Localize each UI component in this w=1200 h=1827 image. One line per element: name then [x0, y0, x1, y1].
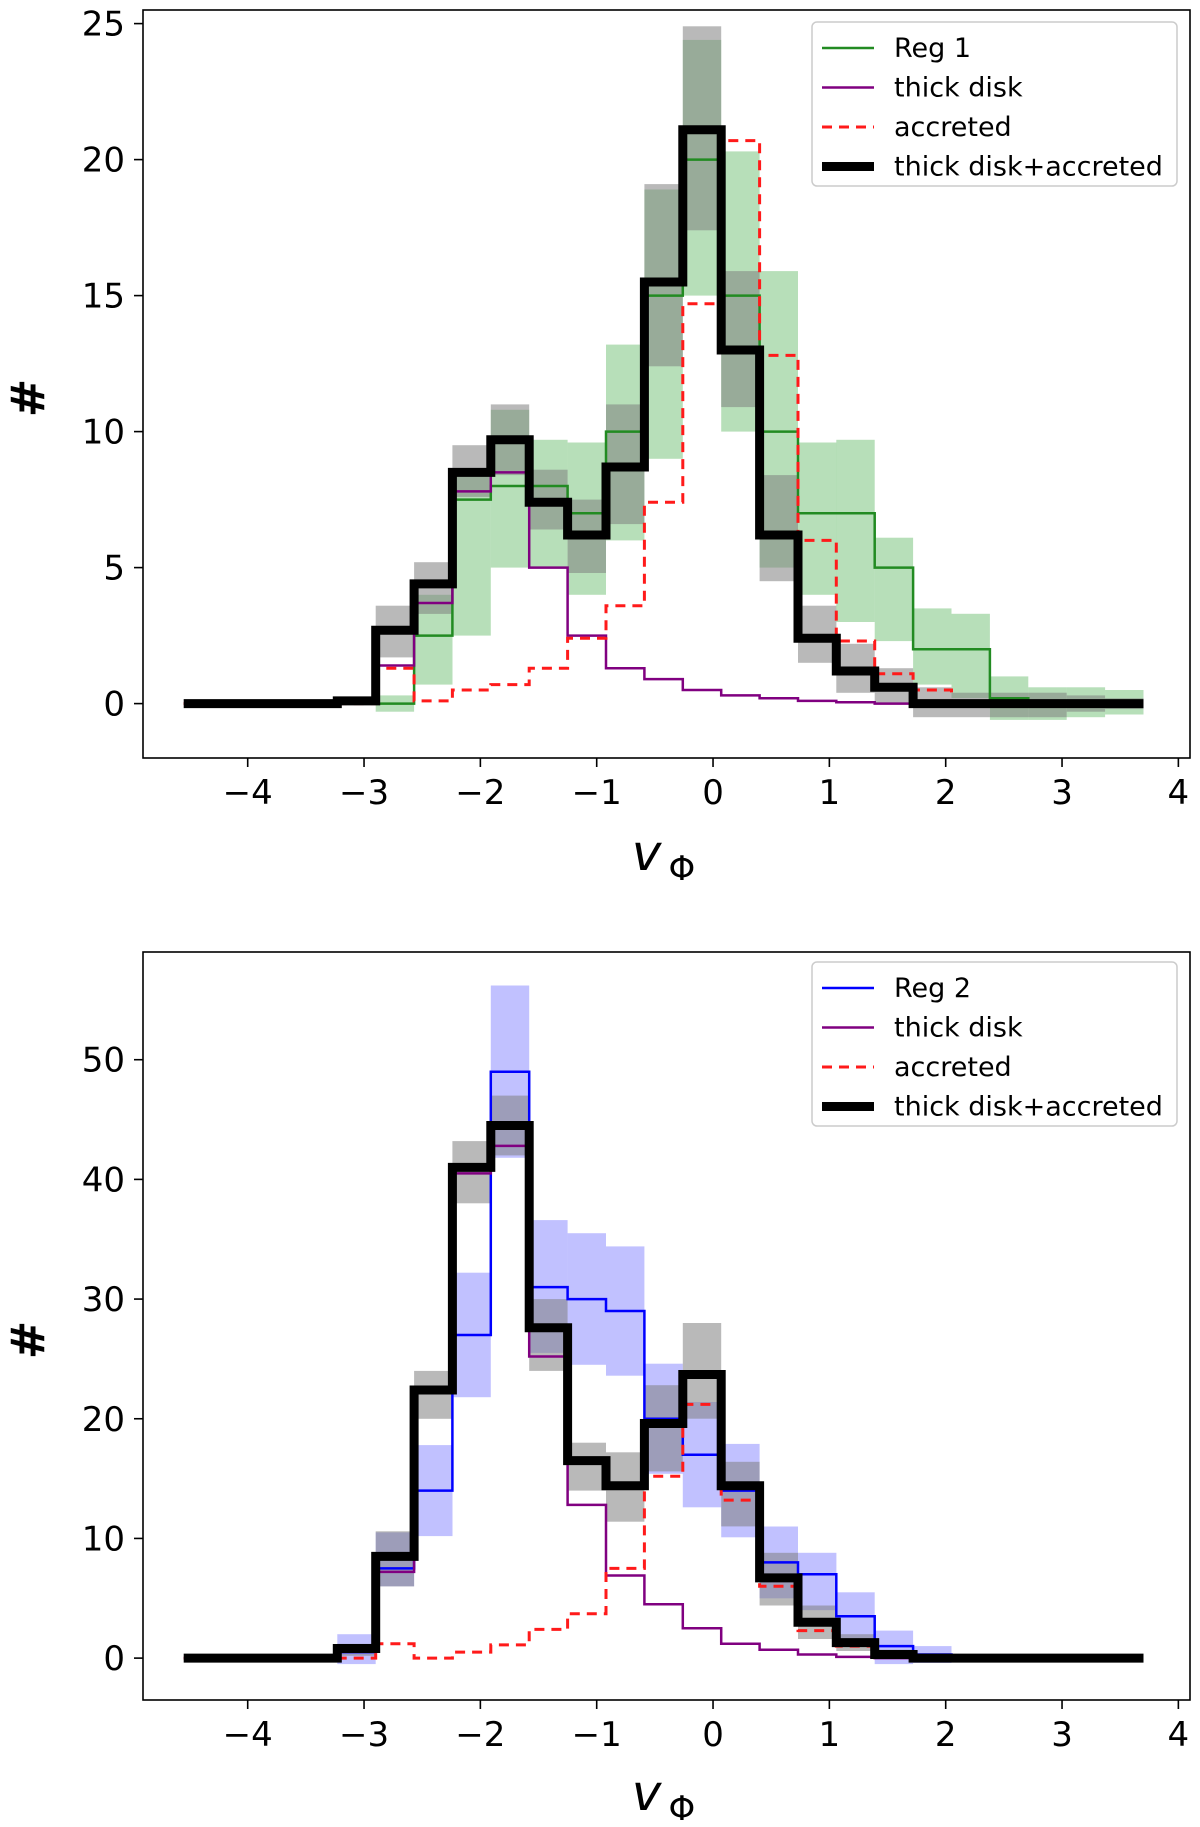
- x-axis-label: v: [632, 824, 663, 882]
- band-thick-disk-accreted-bin-15: [759, 475, 798, 582]
- series-line-accreted: [183, 139, 1144, 706]
- legend-label: thick disk: [894, 1013, 1023, 1044]
- x-tick-label: 0: [702, 1715, 724, 1755]
- x-tick-label: −2: [455, 773, 505, 813]
- y-axis-label: #: [1, 379, 55, 418]
- x-tick-label: 2: [935, 773, 957, 813]
- x-tick-label: 2: [935, 1715, 957, 1755]
- x-axis-label-subscript: Φ: [669, 849, 696, 889]
- x-tick-label: 4: [1168, 1715, 1190, 1755]
- y-tick-label: 25: [82, 5, 125, 45]
- x-tick-label: 3: [1051, 773, 1073, 813]
- legend-label: accreted: [894, 112, 1012, 143]
- legend-frame: [811, 21, 1178, 187]
- legend-label: thick disk+accreted: [894, 1092, 1163, 1123]
- y-tick-label: 50: [82, 1041, 125, 1081]
- x-tick-label: −4: [223, 1715, 273, 1755]
- x-tick-label: 4: [1168, 773, 1190, 813]
- band-reg-1-bin-20: [951, 613, 990, 699]
- plot-frame: [142, 951, 1191, 1701]
- band-thick-disk-accreted-bin-12: [644, 1385, 683, 1472]
- series-line-thick-disk-accreted: [183, 125, 1144, 709]
- y-axis-label: #: [1, 1321, 55, 1360]
- legend-label: thick disk: [894, 73, 1023, 104]
- band-thick-disk-accreted-bin-9: [529, 1299, 568, 1371]
- y-tick-label: 15: [82, 277, 125, 317]
- legend-label: Reg 1: [894, 33, 971, 64]
- band-thick-disk-accreted-bin-12: [644, 184, 683, 367]
- y-tick-label: 10: [82, 1519, 125, 1559]
- x-tick-label: −1: [572, 773, 622, 813]
- band-reg-1-bin-16: [798, 442, 837, 595]
- y-tick-label: 0: [103, 685, 125, 725]
- legend: Reg 1 thick disk accreted thick disk+accret…: [811, 21, 1178, 187]
- series-lines: [183, 125, 1144, 709]
- y-tick-label: 20: [82, 141, 125, 181]
- band-thick-disk-accreted-bin-6: [414, 1370, 453, 1419]
- x-tick-label: 0: [702, 773, 724, 813]
- band-reg-1-bin-17: [836, 439, 875, 622]
- plot-frame: [142, 9, 1191, 759]
- x-tick-label: −3: [339, 1715, 389, 1755]
- band-thick-disk-accreted-bin-14: [721, 271, 760, 408]
- x-tick-label: −3: [339, 773, 389, 813]
- y-tick-label: 20: [82, 1400, 125, 1440]
- series-line-thick-disk-accreted: [183, 1121, 1144, 1663]
- legend-frame: [811, 961, 1178, 1127]
- y-tick-label: 10: [82, 413, 125, 453]
- x-tick-label: −4: [223, 773, 273, 813]
- band-thick-disk-accreted-bin-10: [567, 1442, 606, 1491]
- x-tick-label: 3: [1051, 1715, 1073, 1755]
- band-thick-disk-accreted-bin-14: [721, 1461, 760, 1527]
- x-tick-label: −2: [455, 1715, 505, 1755]
- legend-label: thick disk+accreted: [894, 152, 1163, 183]
- y-tick-label: 40: [82, 1160, 125, 1200]
- legend-label: Reg 2: [894, 973, 971, 1004]
- x-axis-label: v: [632, 1764, 663, 1822]
- y-tick-label: 0: [103, 1639, 125, 1679]
- legend-label: accreted: [894, 1052, 1012, 1083]
- x-tick-label: 1: [819, 1715, 841, 1755]
- axes: −4 −3 −2 −1 0 1 2 3 4 0 5 10 15 20 25 # v Φ: [1, 5, 1191, 889]
- top-histogram-panel: −4 −3 −2 −1 0 1 2 3 4 0 5 10 15 20 25 # v Φ Reg 1 thick di…: [1, 5, 1191, 889]
- series-line-thick-disk: [183, 471, 1144, 705]
- x-axis-label-subscript: Φ: [669, 1789, 696, 1827]
- x-tick-label: −1: [572, 1715, 622, 1755]
- band-reg-1-bin-19: [913, 608, 952, 685]
- band-reg-1-bin-18: [874, 537, 914, 642]
- y-tick-label: 5: [103, 549, 125, 589]
- x-tick-label: 1: [819, 773, 841, 813]
- legend: Reg 2 thick disk accreted thick disk+accret…: [811, 961, 1178, 1127]
- series-lines: [183, 1070, 1144, 1663]
- y-tick-label: 30: [82, 1280, 125, 1320]
- band-reg-2-bin-16: [798, 1552, 837, 1611]
